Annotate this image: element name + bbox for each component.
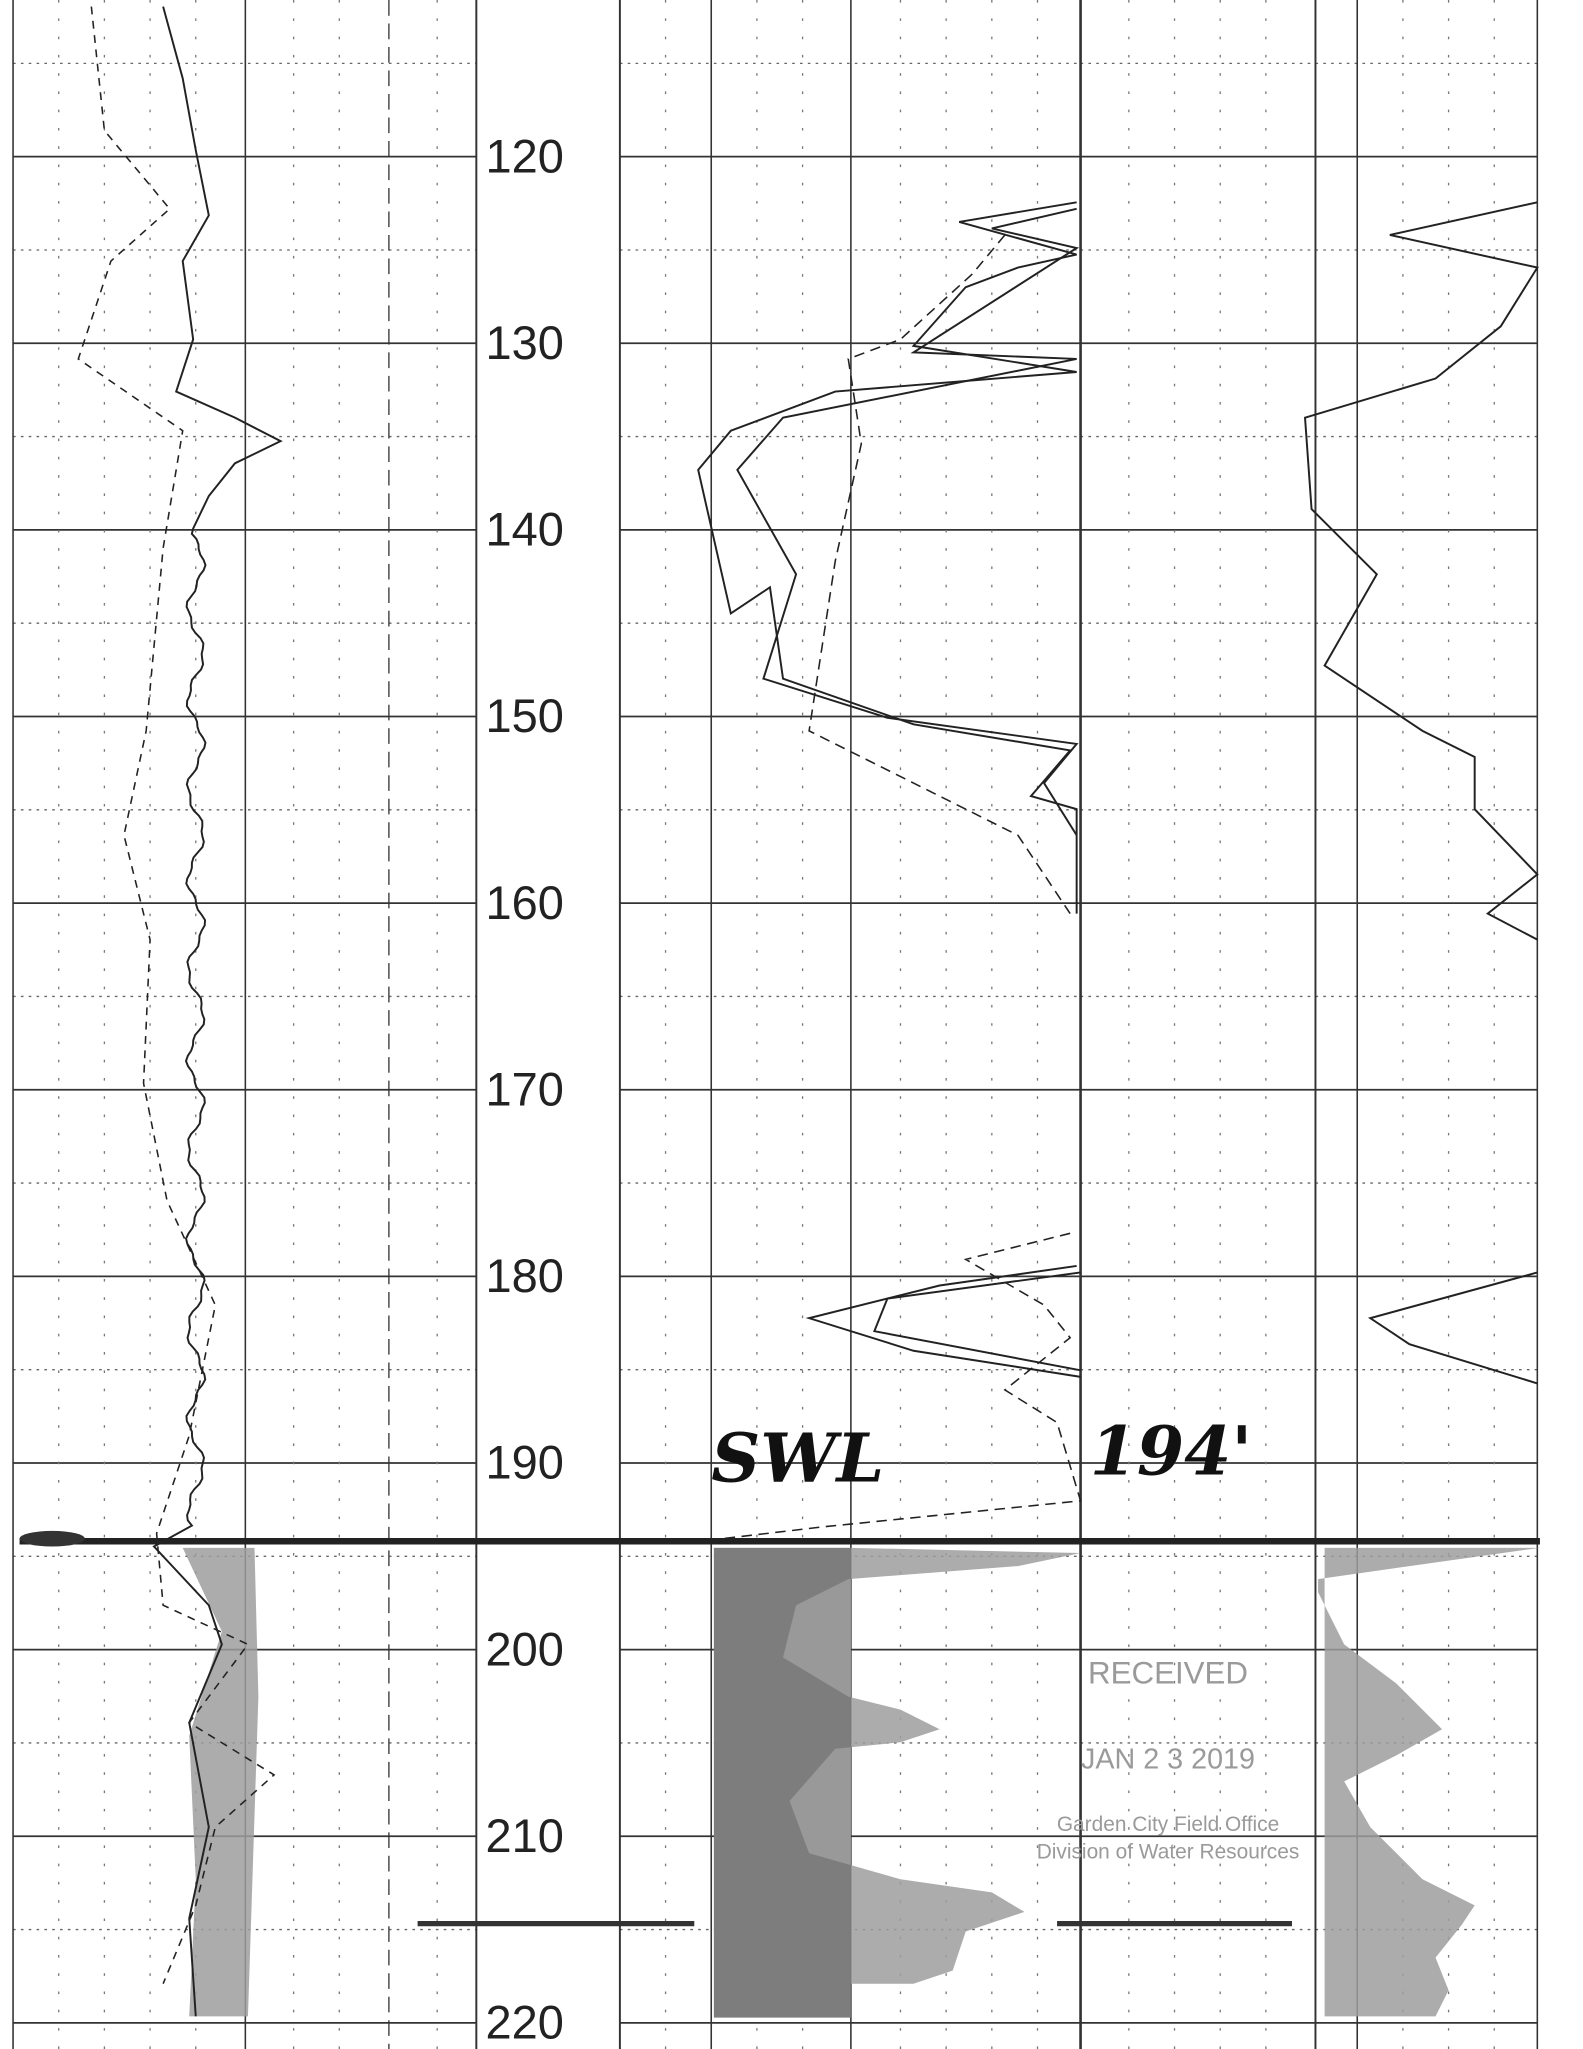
log-curve (808, 234, 1071, 915)
depth-label: 220 (485, 1996, 563, 2049)
shading (182, 1547, 1540, 2018)
stamp-division: Division of Water Resources (1037, 1840, 1300, 1863)
depth-labels: 120 130 140 150 160 170 180 190 200 210 220 (485, 129, 563, 2048)
grid (12, 0, 1539, 2049)
log-curve (77, 6, 276, 1984)
depth-note: 194' (1090, 1412, 1252, 1492)
stamp-title: RECEIVED (1088, 1656, 1248, 1691)
log-curve (1303, 201, 1539, 941)
log-curve (873, 1271, 1081, 1372)
depth-label: 160 (485, 876, 563, 929)
stamp-office: Garden City Field Office (1057, 1813, 1279, 1836)
stamp-date: JAN 2 3 2019 (1081, 1743, 1255, 1775)
log-curve (1367, 1271, 1538, 1385)
depth-label: 150 (485, 689, 563, 742)
depth-label: 190 (485, 1436, 563, 1489)
depth-label: 200 (485, 1622, 563, 1675)
shaded-area (1318, 1547, 1540, 2017)
log-curve (736, 207, 1080, 836)
log-curve (805, 1264, 1081, 1378)
log-curve (152, 6, 283, 2017)
depth-label: 210 (485, 1809, 563, 1862)
depth-label: 180 (485, 1249, 563, 1302)
depth-label: 120 (485, 129, 563, 182)
shaded-area (783, 1547, 1081, 1984)
smudge (19, 1530, 85, 1547)
depth-label: 140 (485, 503, 563, 556)
log-curves (77, 6, 1539, 2017)
swl-note: SWL (711, 1418, 884, 1498)
depth-label: 170 (485, 1062, 563, 1115)
log-curve (697, 201, 1078, 914)
shaded-area (182, 1547, 259, 2017)
log-curve (711, 1232, 1082, 1541)
depth-label: 130 (485, 316, 563, 369)
